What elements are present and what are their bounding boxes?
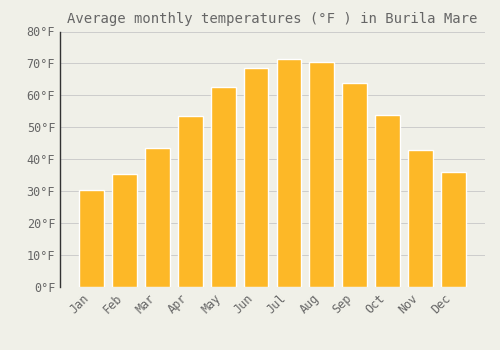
Bar — [376, 114, 400, 287]
Bar — [310, 62, 334, 287]
Bar — [276, 59, 301, 287]
Bar — [244, 68, 268, 287]
Bar — [80, 190, 104, 287]
Bar — [408, 150, 433, 287]
Title: Average monthly temperatures (°F ) in Burila Mare: Average monthly temperatures (°F ) in Bu… — [68, 12, 478, 26]
Bar — [342, 83, 367, 287]
Bar — [211, 88, 236, 287]
Bar — [145, 148, 170, 287]
Bar — [178, 116, 203, 287]
Bar — [441, 172, 466, 287]
Bar — [112, 174, 137, 287]
